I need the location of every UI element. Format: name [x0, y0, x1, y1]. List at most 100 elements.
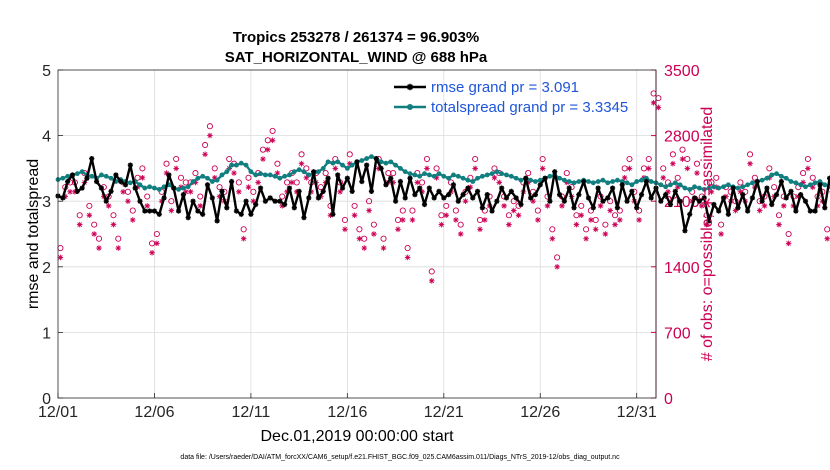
- rmse-point: [214, 218, 220, 224]
- obs-assimilated-point: [351, 212, 358, 219]
- gridlines: [58, 70, 656, 398]
- obs-possible-point: [206, 123, 213, 130]
- rmse-point: [180, 192, 186, 198]
- rmse-point: [378, 165, 384, 171]
- spread-point: [325, 159, 331, 165]
- obs-assimilated-point: [496, 179, 503, 186]
- rmse-point: [802, 198, 809, 204]
- rmse-point: [470, 195, 476, 201]
- rmse-point: [238, 211, 244, 217]
- obs-assimilated-point: [621, 174, 628, 181]
- rmse-point: [658, 198, 664, 204]
- rmse-point: [436, 188, 442, 194]
- obs-assimilated-point: [785, 240, 792, 247]
- spread-point: [518, 177, 524, 183]
- rmse-point: [581, 178, 587, 185]
- obs-possible-point: [718, 221, 725, 228]
- obs-assimilated-point: [105, 203, 112, 209]
- rmse-point: [450, 182, 457, 188]
- spread-point: [533, 179, 538, 184]
- obs-possible-point: [534, 207, 541, 214]
- obs-possible-point: [573, 212, 580, 219]
- spread-point: [764, 175, 770, 181]
- spread-point: [793, 180, 799, 186]
- rmse-point: [687, 211, 693, 217]
- rmse-point: [397, 178, 404, 185]
- obs-assimilated-point: [231, 170, 237, 176]
- obs-assimilated-point: [617, 217, 623, 223]
- obs-assimilated-point: [530, 198, 536, 204]
- obs-possible-point: [785, 230, 792, 238]
- rmse-point: [556, 192, 563, 198]
- spread-point: [282, 173, 288, 179]
- obs-assimilated-point: [236, 189, 242, 195]
- obs-possible-point: [110, 212, 117, 219]
- legend-rmse-label: rmse grand pr = 3.091: [431, 79, 579, 96]
- rmse-point: [691, 195, 698, 201]
- legend-rmse-marker: [406, 83, 414, 91]
- rmse-point: [190, 198, 196, 204]
- rmse-point: [465, 185, 471, 191]
- rmse-point: [667, 201, 674, 208]
- rmse-point: [822, 205, 828, 211]
- left-axis-ticks: 0 1 2 3 4 5: [42, 63, 63, 408]
- rmse-point: [489, 208, 495, 214]
- obs-assimilated-point: [178, 184, 184, 190]
- obs-assimilated-point: [467, 184, 474, 190]
- rmse-point: [282, 201, 288, 208]
- obs-assimilated-point: [86, 212, 93, 219]
- rmse-point: [286, 185, 293, 191]
- spread-point: [446, 175, 452, 181]
- rmse-point: [547, 198, 553, 204]
- obs-assimilated-point: [255, 179, 261, 186]
- rmse-point: [267, 195, 273, 201]
- rmse-point: [229, 178, 235, 185]
- obs-assimilated-point: [809, 184, 816, 190]
- obs-assimilated-point: [665, 189, 671, 195]
- spread-point: [335, 159, 341, 165]
- rmse-point: [720, 195, 727, 201]
- rmse-point: [204, 182, 211, 188]
- rmse-point: [74, 188, 80, 194]
- obs-possible-point: [472, 155, 479, 163]
- rmse-point: [407, 175, 413, 181]
- obs-assimilated-point: [588, 217, 594, 223]
- spread-point: [812, 180, 818, 186]
- spread-point: [344, 166, 350, 171]
- rmse-point: [195, 208, 201, 214]
- rmse-point: [730, 185, 736, 191]
- rmse-point: [171, 185, 177, 191]
- rmse-point: [325, 175, 331, 181]
- rmse-point: [233, 208, 240, 214]
- obs-assimilated-point: [419, 189, 425, 195]
- rmse-line: [57, 157, 830, 232]
- obs-assimilated-point: [462, 198, 469, 204]
- rmse-point: [769, 201, 775, 208]
- obs-assimilated-point: [346, 160, 353, 167]
- obs-possible-point: [341, 216, 348, 223]
- rmse-point: [368, 188, 375, 194]
- rmse-point: [392, 198, 399, 204]
- spread-point: [663, 184, 669, 190]
- rmse-point: [716, 208, 722, 214]
- spread-point: [89, 173, 95, 179]
- right-tick-label: 1400: [664, 260, 700, 277]
- obs-possible-point: [443, 202, 450, 209]
- obs-possible-point: [525, 170, 532, 177]
- obs-assimilated-point: [250, 198, 257, 204]
- spread-point: [79, 169, 85, 175]
- rmse-point: [69, 172, 76, 178]
- spread-point: [383, 160, 389, 166]
- rmse-point: [421, 201, 428, 208]
- rmse-point: [262, 198, 268, 204]
- obs-assimilated-point: [655, 104, 662, 111]
- footnote: data file: /Users/raeder/DAI/ATM_forcXX/…: [180, 454, 620, 461]
- spread-point: [692, 184, 697, 190]
- obs-assimilated-point: [694, 170, 700, 176]
- obs-assimilated-point: [192, 179, 199, 186]
- spread-point: [152, 185, 157, 191]
- spread-point: [407, 171, 413, 177]
- spread-point: [668, 182, 673, 188]
- rmse-point: [412, 192, 418, 198]
- rmse-point: [79, 185, 85, 191]
